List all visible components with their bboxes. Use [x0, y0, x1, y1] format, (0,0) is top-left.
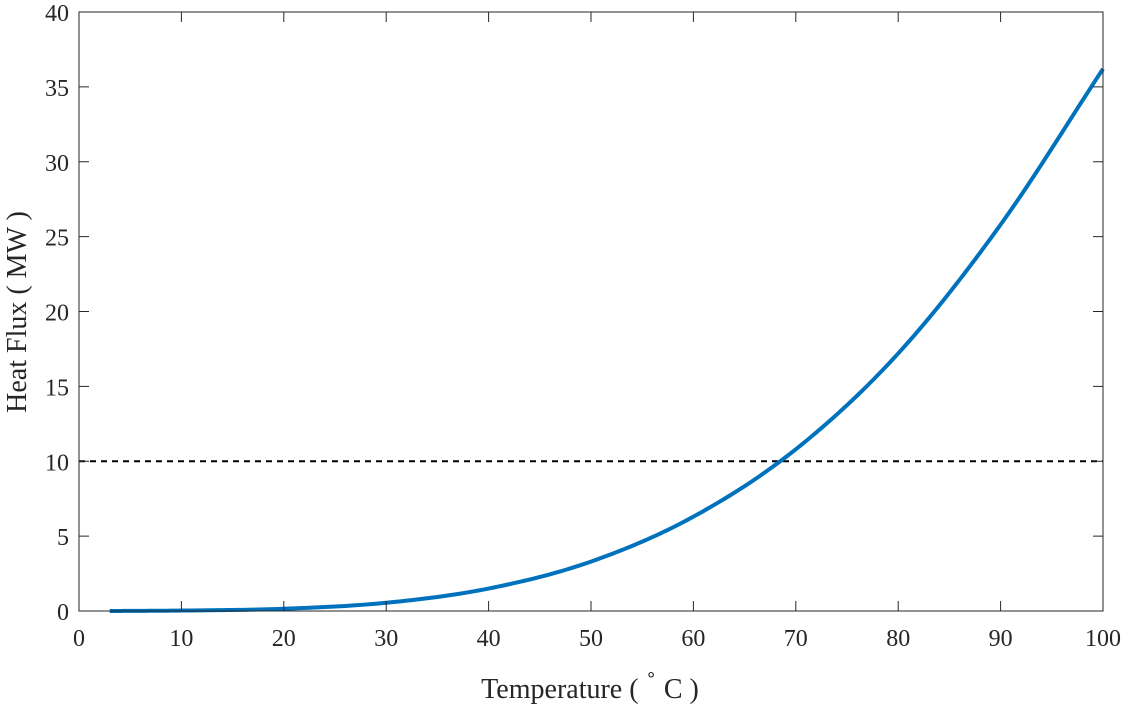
y-axis-ticks: 0 5 10 15 20 25 30 35 40: [45, 1, 1103, 626]
y-tick-label: 10: [45, 450, 69, 476]
x-tick-label: 60: [681, 626, 705, 652]
x-tick-label: 30: [374, 626, 398, 652]
y-tick-label: 30: [45, 151, 69, 177]
x-axis-label-suffix: C ): [657, 674, 699, 705]
x-tick-label: 0: [73, 626, 85, 652]
y-axis-label: Heat Flux ( MW ): [2, 211, 33, 413]
degree-symbol: ∘: [646, 664, 657, 684]
x-tick-label: 50: [579, 626, 603, 652]
y-tick-label: 40: [45, 1, 69, 27]
x-tick-label: 90: [989, 626, 1013, 652]
y-tick-label: 5: [57, 525, 69, 551]
x-tick-label: 100: [1085, 626, 1121, 652]
y-tick-label: 0: [57, 600, 69, 626]
x-tick-label: 70: [784, 626, 808, 652]
series-line-0: [109, 67, 1105, 613]
y-tick-label: 20: [45, 301, 69, 327]
x-tick-label: 20: [272, 626, 296, 652]
series-layer: [109, 67, 1105, 613]
x-tick-label: 10: [169, 626, 193, 652]
y-tick-label: 35: [45, 76, 69, 102]
y-tick-label: 25: [45, 226, 69, 252]
x-axis-ticks: 0 10 20 30 40 50 60 70 80 90 100: [73, 12, 1121, 652]
x-tick-label: 40: [477, 626, 501, 652]
x-tick-label: 80: [886, 626, 910, 652]
y-tick-label: 15: [45, 375, 69, 401]
x-axis-label: Temperature ( ∘ C ): [481, 664, 699, 705]
x-axis-label-prefix: Temperature (: [481, 674, 645, 705]
